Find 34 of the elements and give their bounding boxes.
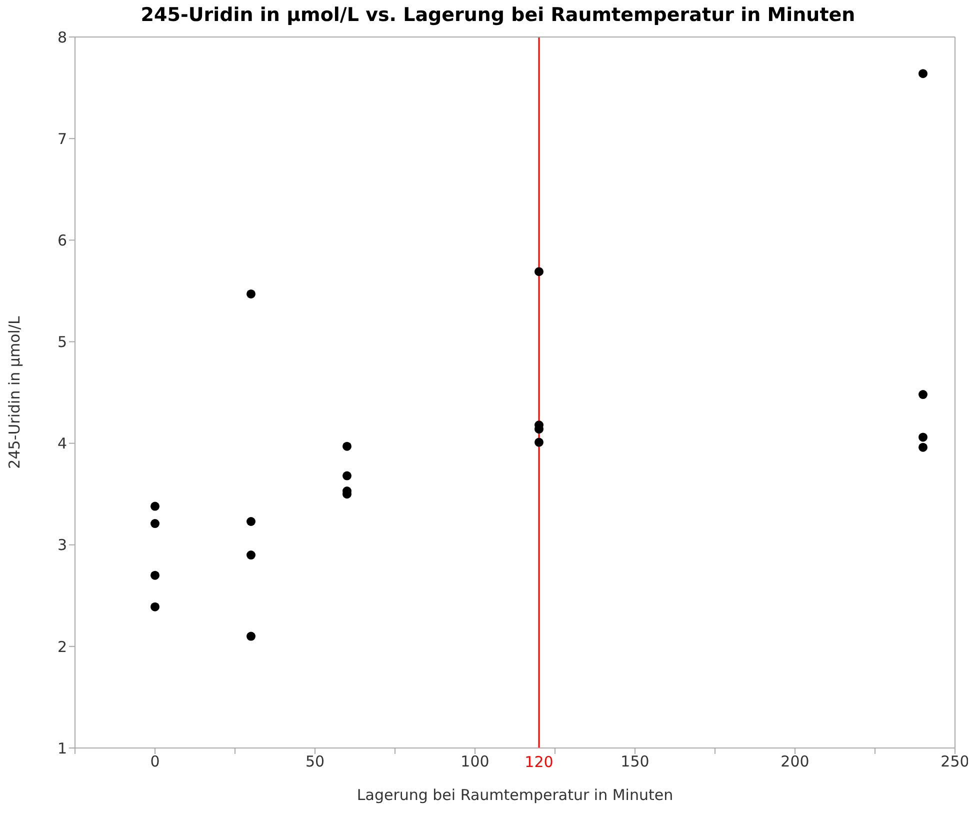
x-tick-label: 200 <box>780 752 810 771</box>
point <box>534 438 544 447</box>
point <box>150 519 160 528</box>
point <box>246 516 256 526</box>
y-tick-label: 1 <box>57 739 67 758</box>
y-tick-label: 4 <box>57 434 67 453</box>
y-tick-label: 8 <box>57 28 67 46</box>
point <box>246 632 256 641</box>
y-tick-label: 3 <box>57 536 67 554</box>
point <box>918 69 928 78</box>
y-tick-label: 7 <box>57 130 67 148</box>
y-tick-label: 2 <box>57 638 67 656</box>
point <box>918 390 928 400</box>
point <box>246 289 256 298</box>
x-tick-label: 150 <box>620 752 650 771</box>
point <box>534 267 544 276</box>
x-tick-label: 100 <box>460 752 490 771</box>
point <box>342 471 352 480</box>
y-axis-title: 245-Uridin in µmol/L <box>5 316 24 469</box>
y-tick-label: 5 <box>57 333 67 352</box>
point <box>918 442 928 452</box>
x-tick-label: 0 <box>150 752 160 771</box>
x-tick-label: 250 <box>940 752 970 771</box>
x-tick-label: 50 <box>305 752 325 771</box>
point <box>918 432 928 442</box>
ref-line-label: 120 <box>524 753 554 771</box>
y-tick-label: 6 <box>57 231 67 250</box>
point <box>150 570 160 580</box>
point <box>150 602 160 612</box>
x-axis-title: Lagerung bei Raumtemperatur in Minuten <box>356 786 674 804</box>
point <box>150 502 160 511</box>
point <box>342 442 352 451</box>
chart-title: 245-Uridin in µmol/L vs. Lagerung bei Raumtemperatur in Minuten <box>140 4 856 26</box>
point <box>246 550 256 560</box>
